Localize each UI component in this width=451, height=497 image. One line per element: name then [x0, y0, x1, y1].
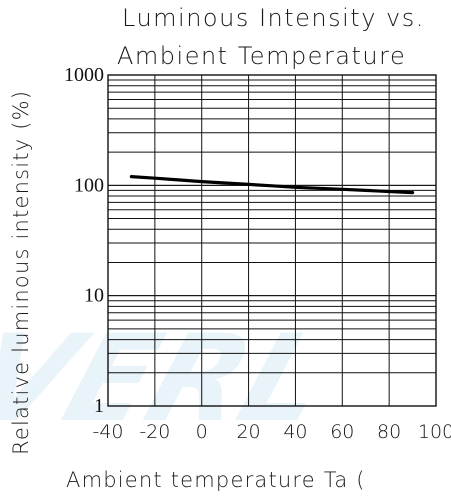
y-tick-label: 1000	[64, 64, 104, 86]
x-axis-label: Ambient temperature Ta (	[66, 468, 366, 492]
plot-frame	[107, 74, 437, 407]
plot-border	[107, 74, 437, 407]
x-tick-labels: -40 -20 0 20 40 60 80 100	[92, 421, 451, 443]
x-tick-label: -40	[92, 421, 123, 443]
series-layer	[129, 175, 415, 195]
y-tick-labels: 1 10 100 1000	[64, 64, 104, 417]
x-tick-label: 0	[196, 421, 208, 443]
watermark: EVERL	[0, 310, 345, 449]
x-tick-label: 20	[236, 421, 260, 443]
x-tick-label: 100	[418, 421, 451, 443]
chart-title-line2: Ambient Temperature	[117, 42, 406, 70]
x-tick-label: 60	[330, 421, 354, 443]
y-tick-label: 1	[94, 395, 104, 417]
y-tick-label: 100	[74, 174, 104, 196]
x-tick-label: 80	[377, 421, 401, 443]
y-tick-label: 10	[84, 285, 104, 307]
chart-title-line1: Luminous Intensity vs.	[122, 4, 425, 32]
x-tick-label: -20	[139, 421, 170, 443]
x-tick-label: 40	[283, 421, 307, 443]
y-axis-label: Relative luminous intensity (%)	[9, 90, 33, 455]
